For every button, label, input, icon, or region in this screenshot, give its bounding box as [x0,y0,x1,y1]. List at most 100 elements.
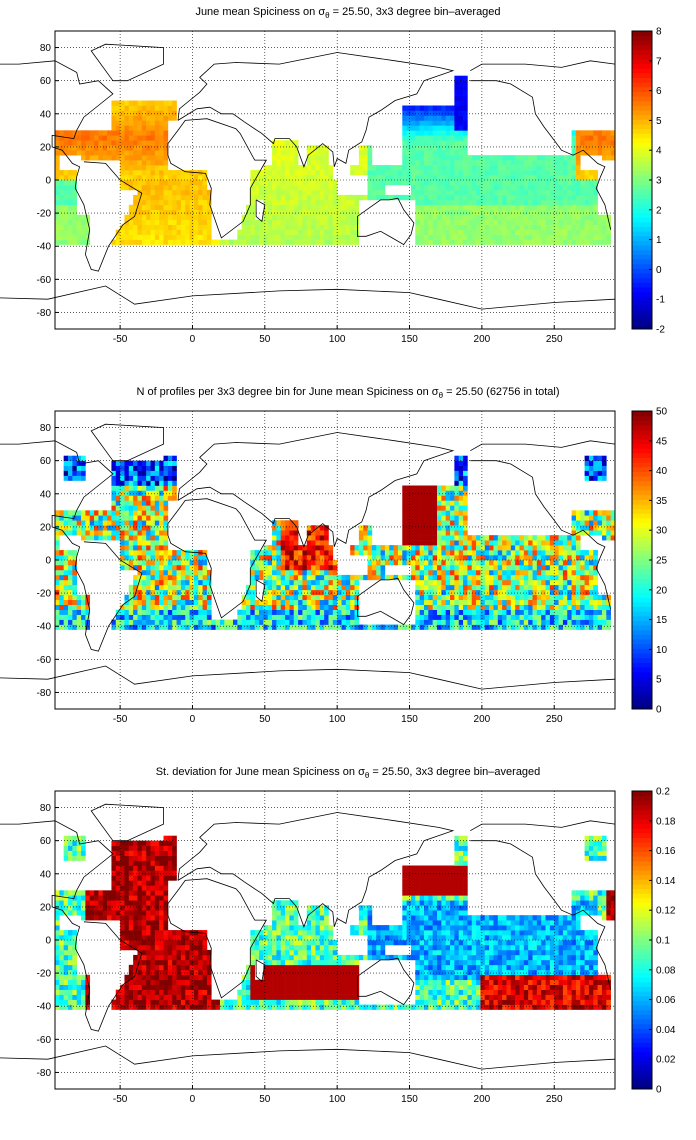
heatmap-cell [506,574,512,581]
heatmap-cell [124,140,130,146]
heatmap-cell [506,584,512,591]
heatmap-cell [137,170,143,176]
heatmap-cell [154,100,160,106]
heatmap-cell [133,599,138,605]
heatmap-cell [102,530,108,536]
heatmap-cell [489,214,494,221]
heatmap-cell [515,594,520,601]
heatmap-cell [337,614,342,620]
colorbar-segment [632,189,652,195]
heatmap-cell [250,214,255,221]
heatmap-cell [580,555,585,561]
heatmap-cell [185,584,190,591]
heatmap-cell [59,530,64,536]
heatmap-cell [458,160,464,166]
heatmap-cell [463,165,468,171]
heatmap-cell [441,204,446,211]
heatmap-cell [437,574,442,581]
heatmap-cell [263,170,269,176]
heatmap-cell [536,199,542,206]
heatmap-cell [445,535,451,541]
heatmap-cell [519,180,525,186]
heatmap-cell [55,584,60,591]
heatmap-cell [55,925,60,931]
heatmap-cell [219,619,225,625]
heatmap-cell [437,184,442,191]
heatmap-cell [63,470,69,476]
heatmap-cell [476,599,481,605]
heatmap-cell [319,145,325,151]
heatmap-cell [510,599,516,605]
heatmap-cell [562,224,568,230]
heatmap-cell [536,239,542,245]
heatmap-cell [267,589,273,596]
heatmap-cell [567,219,572,225]
heatmap-cell [302,589,308,596]
heatmap-cell [454,175,460,181]
heatmap-cell [206,604,212,610]
heatmap-cell [202,224,208,230]
heatmap-cell [415,175,420,181]
heatmap-cell [133,140,138,146]
heatmap-cell [584,455,590,461]
heatmap-cell [575,515,581,521]
heatmap-cell [536,614,542,620]
heatmap-cell [172,599,177,605]
heatmap-cell [128,619,134,625]
colorbar-segment [632,490,652,496]
heatmap-cell [584,550,590,556]
heatmap-cell [76,510,82,516]
heatmap-cell [463,480,468,486]
heatmap-cell [107,535,112,541]
heatmap-cell [597,135,603,141]
heatmap-cell [128,475,134,481]
heatmap-cell [545,229,551,235]
heatmap-cell [419,145,425,151]
heatmap-cell [510,155,516,161]
heatmap-cell [441,165,446,171]
heatmap-cell [89,140,95,146]
heatmap-cell [558,545,564,551]
heatmap-cell [302,555,308,561]
colorbar-segment [632,240,652,246]
heatmap-cell [450,619,455,625]
heatmap-cell [410,555,416,561]
heatmap-cell [458,520,464,526]
heatmap-cell [450,569,455,576]
y-tick-label: 40 [40,489,52,500]
heatmap-cell [480,204,486,211]
heatmap-cell [250,189,255,196]
heatmap-cell [315,564,321,571]
heatmap-cell [428,130,433,136]
heatmap-cell [432,130,438,136]
heatmap-cell [454,170,460,176]
heatmap-cell [154,560,160,566]
heatmap-cell [445,540,451,546]
heatmap-cell [306,564,312,571]
heatmap-cell [497,604,503,610]
heatmap-cell [76,140,82,146]
heatmap-cell [150,184,156,191]
heatmap-cell [515,599,520,605]
heatmap-cell [545,234,551,240]
heatmap-cell [298,604,303,610]
heatmap-cell [575,189,581,196]
heatmap-cell [163,150,169,156]
colorbar-segment [632,583,652,589]
heatmap-cell [72,234,77,240]
heatmap-cell [519,155,525,161]
heatmap-cell [154,105,160,111]
heatmap-cell [72,840,77,846]
heatmap-cell [120,465,125,471]
heatmap-cell [415,130,420,136]
heatmap-cell [541,214,546,221]
heatmap-cell [163,165,169,171]
heatmap-cell [463,465,468,471]
heatmap-cell [124,520,130,526]
heatmap-cell [601,135,607,141]
heatmap-cell [68,949,73,956]
heatmap-cell [562,170,568,176]
heatmap-cell [402,510,407,516]
heatmap-cell [141,214,147,221]
heatmap-cell [450,155,455,161]
